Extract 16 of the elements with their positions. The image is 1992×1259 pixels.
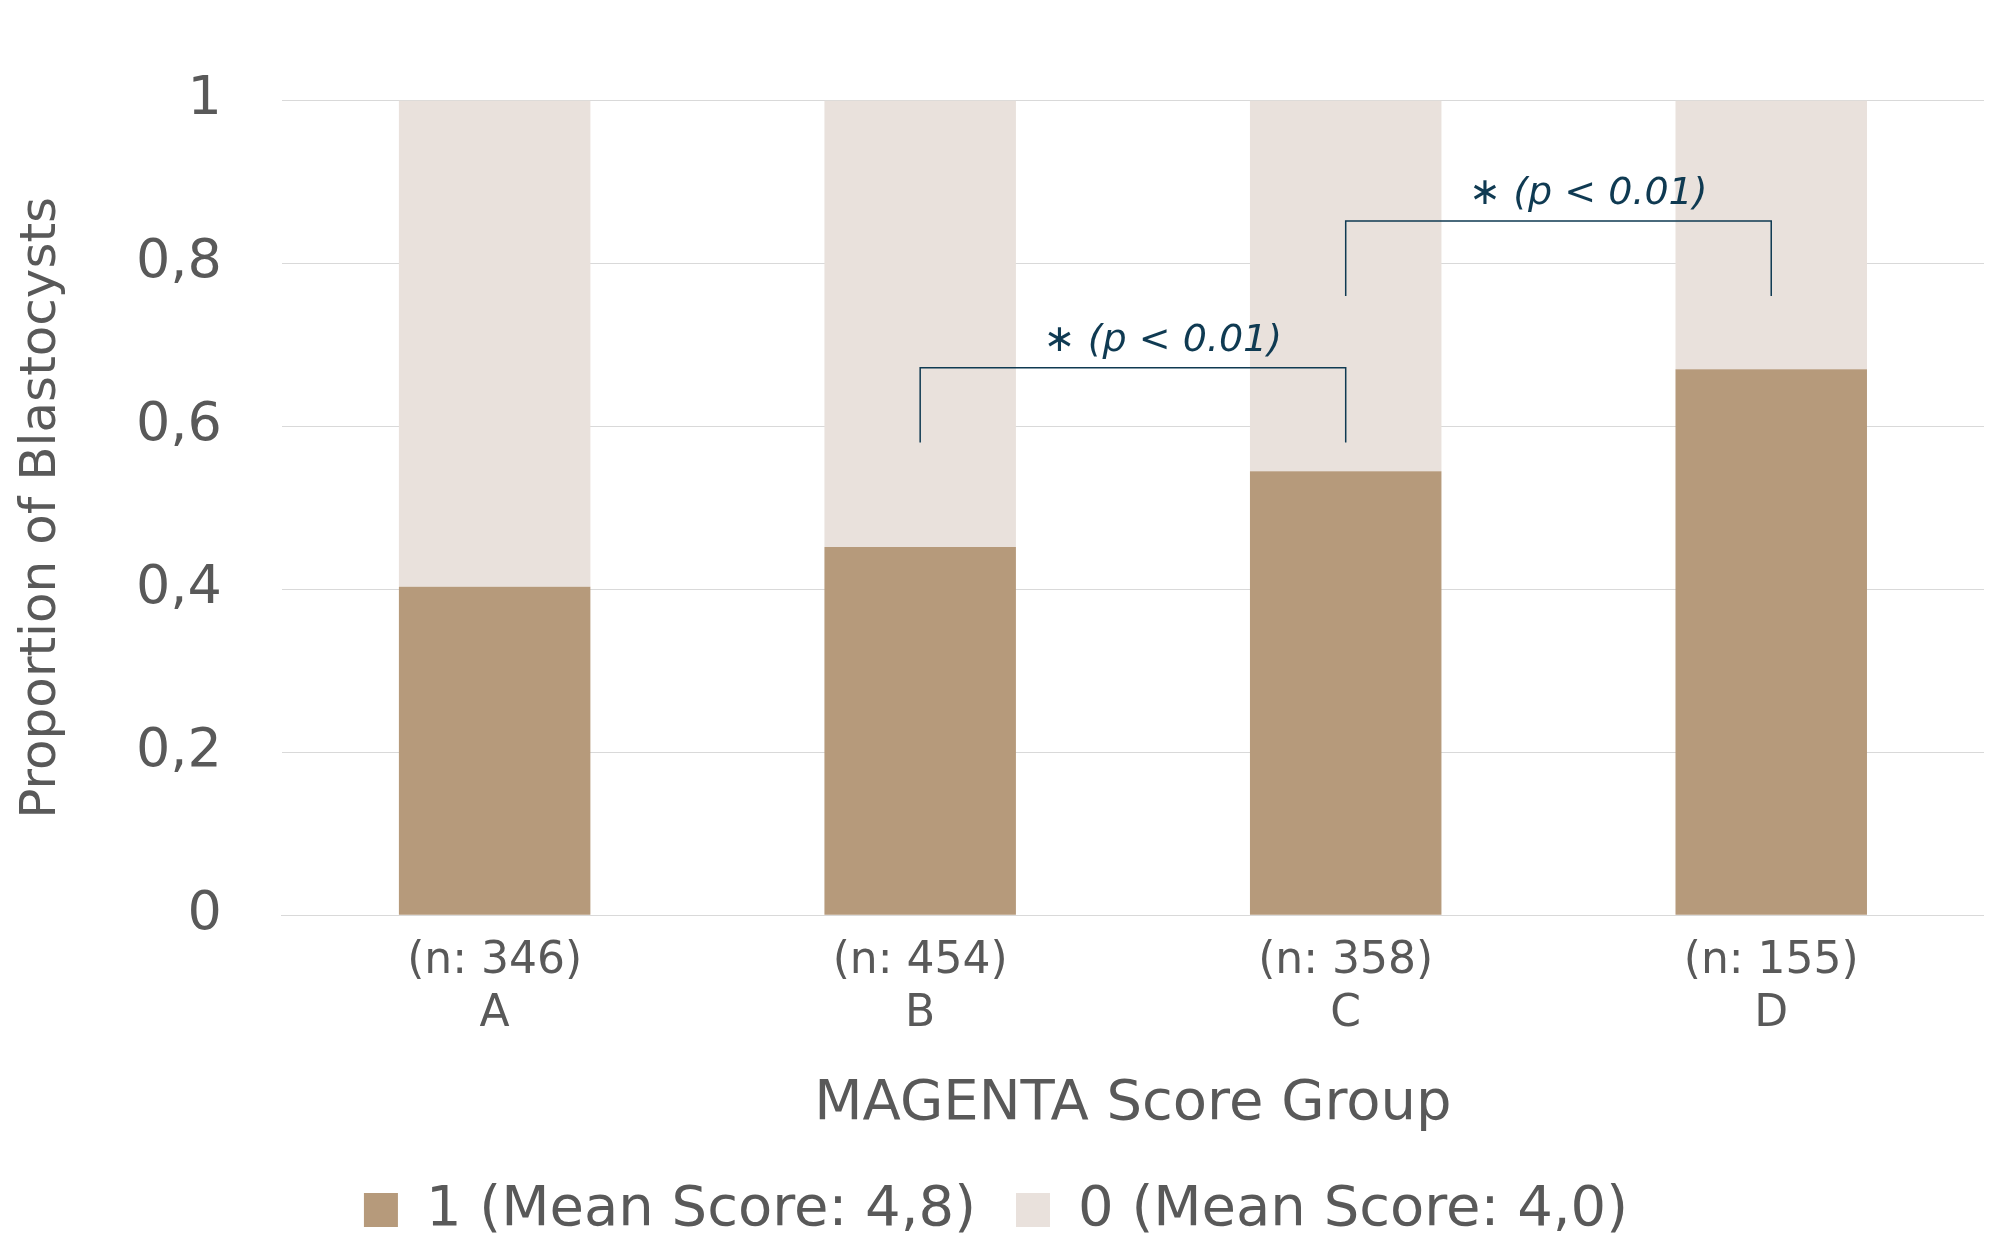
- legend-label: 1 (Mean Score: 4,8): [425, 1172, 976, 1238]
- y-axis-title: Proportion of Blastocysts: [8, 196, 67, 819]
- y-tick-label: 0,6: [135, 390, 222, 454]
- y-tick-label: 1: [187, 64, 222, 128]
- x-tick-label: (n: 346) A: [407, 932, 583, 1036]
- x-axis-title: MAGENTA Score Group: [814, 1066, 1452, 1132]
- x-tick-label: (n: 358) C: [1258, 932, 1434, 1036]
- y-tick-label: 0,4: [135, 553, 222, 617]
- x-tick-label: (n: 155) D: [1683, 932, 1859, 1036]
- annotation: ∗ (p < 0.01): [1043, 315, 1283, 360]
- annotation: ∗ (p < 0.01): [1469, 168, 1708, 213]
- y-tick-label: 0: [187, 879, 222, 943]
- y-tick-label: 0,8: [135, 227, 222, 291]
- y-tick-label: 0,2: [135, 716, 222, 780]
- legend-label: 0 (Mean Score: 4,0): [1078, 1172, 1629, 1238]
- x-tick-label: (n: 454) B: [832, 932, 1008, 1036]
